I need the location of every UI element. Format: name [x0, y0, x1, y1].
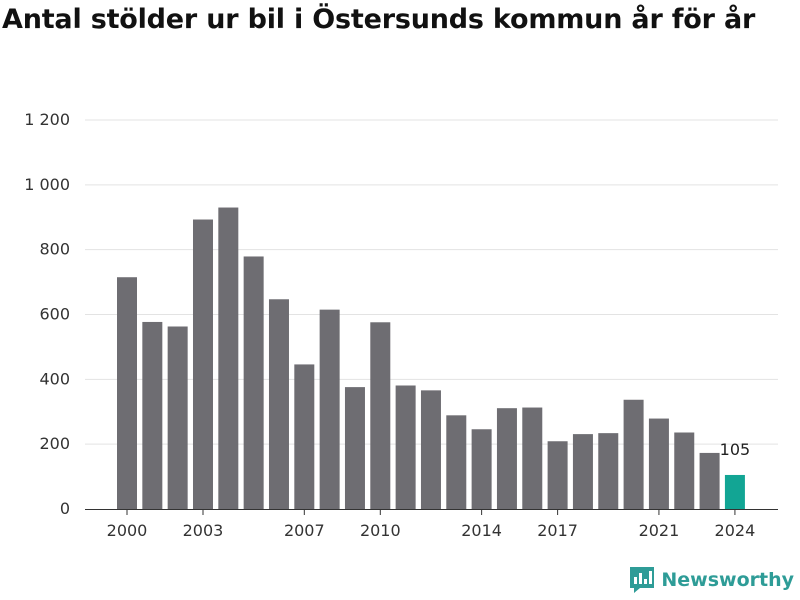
bar-2014	[471, 429, 492, 509]
bar-2023	[699, 452, 720, 509]
x-tick-label: 2021	[639, 521, 680, 540]
bar-2018	[572, 434, 593, 509]
bar-2020	[623, 399, 644, 509]
x-tick-label: 2024	[715, 521, 756, 540]
y-tick-label: 0	[60, 499, 70, 518]
bar-2008	[319, 309, 340, 509]
data-label-2024: 105	[720, 440, 751, 459]
y-axis: 0 200 400 600 800 1 000 1 200	[24, 110, 70, 518]
bar-2013	[446, 415, 467, 509]
bar-2007	[294, 364, 315, 509]
bar-2017	[547, 441, 568, 509]
bar-2009	[344, 387, 365, 509]
y-tick-label: 200	[39, 434, 70, 453]
bar-2011	[395, 385, 416, 509]
bar-2002	[167, 326, 188, 509]
y-tick-label: 1 200	[24, 110, 70, 129]
newsworthy-brand: Newsworthy	[629, 566, 794, 594]
bar-2022	[674, 432, 695, 509]
x-axis: 2000 2003 2007 2010 2014 2017 2021 2024	[85, 509, 778, 540]
x-tick-label: 2003	[183, 521, 224, 540]
bar-2015	[496, 408, 517, 509]
x-tick-label: 2000	[107, 521, 148, 540]
y-tick-label: 600	[39, 305, 70, 324]
bar-2003	[192, 219, 213, 509]
brand-name: Newsworthy	[661, 569, 794, 591]
bar-2000	[117, 277, 137, 509]
bar-2006	[268, 299, 289, 509]
bars	[117, 207, 745, 509]
bar-2016	[522, 407, 543, 509]
bar-2012	[420, 390, 441, 509]
chart-title: Antal stölder ur bil i Östersunds kommun…	[2, 4, 756, 35]
x-tick-label: 2007	[284, 521, 325, 540]
bar-2024	[724, 474, 745, 509]
bar-2005	[243, 256, 264, 509]
bar-2021	[648, 418, 669, 509]
y-tick-label: 800	[39, 240, 70, 259]
bar-2001	[142, 321, 163, 509]
data-labels: 105	[720, 440, 751, 459]
x-tick-label: 2017	[537, 521, 578, 540]
y-tick-label: 400	[39, 369, 70, 388]
bar-2019	[598, 433, 619, 509]
y-tick-label: 1 000	[24, 175, 70, 194]
x-tick-label: 2014	[461, 521, 502, 540]
newsworthy-logo-icon	[630, 567, 655, 593]
bar-2010	[370, 322, 391, 509]
x-tick-label: 2010	[360, 521, 401, 540]
bar-2004	[218, 207, 239, 509]
